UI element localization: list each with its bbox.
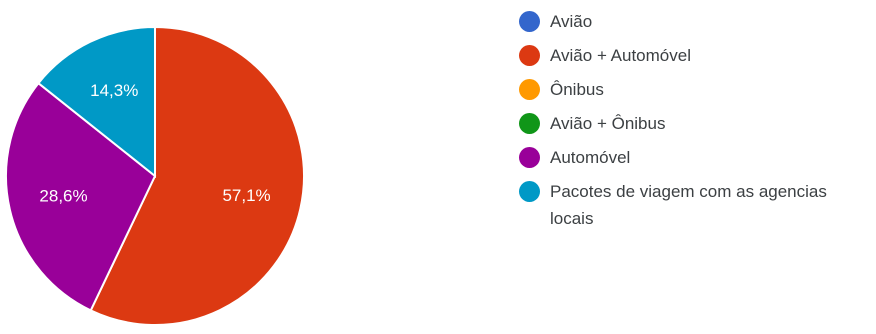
legend-item-aviao-onibus: Avião + Ônibus <box>519 110 876 137</box>
legend-item-onibus: Ônibus <box>519 76 876 103</box>
slice-label-pacotes-de-viagem-com-as-agencias-locais: 14,3% <box>90 81 138 100</box>
legend-label-pacotes-viagem: Pacotes de viagem com as agencias locais <box>550 182 827 228</box>
pie-slice-pacotes-de-viagem-com-as-agencias-locais <box>37 25 156 179</box>
legend-item-aviao: Avião <box>519 8 876 35</box>
legend-item-aviao-automovel: Avião + Automóvel <box>519 42 876 69</box>
pie-slice-automovel <box>5 81 157 312</box>
legend-item-pacotes-viagem: Pacotes de viagem com as agencias locais <box>519 178 876 232</box>
pie-plot: 57,1% 28,6% 14,3% <box>5 25 305 326</box>
legend-swatch-pacotes-viagem <box>519 181 540 202</box>
legend-label-aviao: Avião <box>550 12 593 31</box>
legend-swatch-aviao <box>519 11 540 32</box>
slice-label-aviao-automovel: 57,1% <box>222 186 270 205</box>
legend-label-aviao-onibus: Avião + Ônibus <box>550 114 666 133</box>
legend: Avião Avião + Automóvel Ônibus Avião + Ô… <box>519 8 876 239</box>
pie-slice-aviao-automovel <box>89 25 305 326</box>
legend-label-automovel: Automóvel <box>550 148 631 167</box>
legend-swatch-aviao-automovel <box>519 45 540 66</box>
legend-swatch-onibus <box>519 79 540 100</box>
legend-swatch-aviao-onibus <box>519 113 540 134</box>
legend-label-aviao-automovel: Avião + Automóvel <box>550 46 691 65</box>
legend-item-automovel: Automóvel <box>519 144 876 171</box>
slice-label-automovel: 28,6% <box>39 187 87 206</box>
legend-label-onibus: Ônibus <box>550 80 604 99</box>
legend-swatch-automovel <box>519 147 540 168</box>
